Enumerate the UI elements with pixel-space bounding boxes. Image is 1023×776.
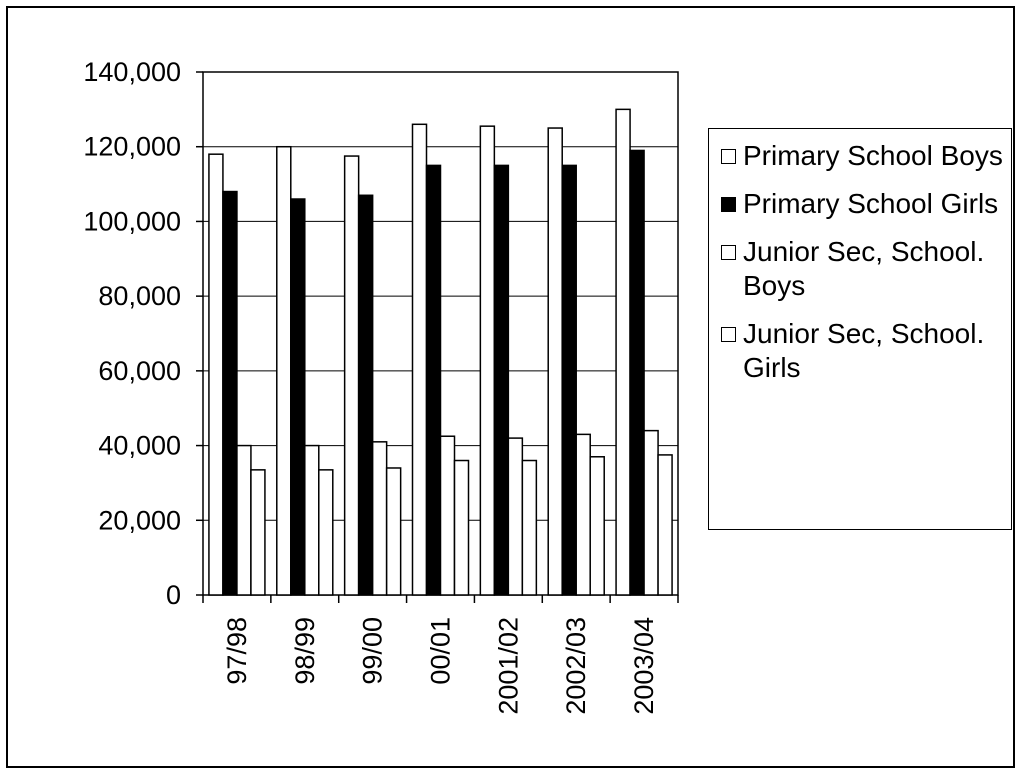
bar [547,127,563,596]
legend-swatch [721,197,736,212]
bar [643,429,659,596]
x-tick-label: 2001/02 [493,617,523,715]
bar [250,469,266,596]
legend-entry: Primary School Boys [721,139,1003,173]
legend-swatch [721,245,736,260]
x-tick-label: 00/01 [426,617,456,685]
y-tick-label: 60,000 [98,356,181,386]
y-tick-label: 0 [166,580,181,610]
bar [589,456,605,596]
legend-label: Junior Sec, School. Boys [743,236,985,301]
x-tick-label: 97/98 [222,617,252,685]
legend-entry: Junior Sec, School. Girls [721,317,1003,385]
bar [439,435,456,596]
legend-entry: Junior Sec, School. Boys [721,235,1003,303]
legend: Primary School Boys Primary School Girls J… [708,128,1012,530]
y-tick-label: 40,000 [98,431,181,461]
bar [222,190,238,596]
bar [507,437,524,596]
x-tick-label: 98/99 [290,617,320,685]
legend-swatch [721,327,736,342]
bar [304,444,320,596]
bar [236,444,252,596]
y-tick-label: 20,000 [98,505,181,535]
y-tick-label: 80,000 [98,281,181,311]
y-tick-label: 100,000 [83,206,181,236]
bar [385,467,402,596]
legend-entry: Primary School Girls [721,187,1003,221]
bar [493,164,510,596]
legend-label: Junior Sec, School. Girls [743,318,985,383]
bar [411,123,428,596]
bar [629,149,645,596]
legend-label: Primary School Boys [743,140,1003,171]
legend-label: Primary School Girls [743,188,999,219]
bar [561,164,577,596]
bar [343,155,360,596]
x-tick-label: 2002/03 [561,617,591,715]
bar [318,469,334,596]
bar [615,108,631,596]
bar [276,145,292,596]
x-tick-label: 2003/04 [629,617,659,715]
bar [657,454,673,596]
chart-frame [6,6,1015,768]
bar [479,125,496,596]
bar [521,459,538,596]
bar [290,198,306,596]
bar [575,433,591,596]
bar [208,153,224,596]
bar [453,459,470,596]
bar [425,164,442,596]
y-tick-label: 120,000 [83,132,181,162]
legend-swatch [721,149,736,164]
bar [357,194,374,596]
x-tick-label: 99/00 [358,617,388,685]
y-tick-label: 140,000 [83,57,181,87]
bar [371,441,388,596]
